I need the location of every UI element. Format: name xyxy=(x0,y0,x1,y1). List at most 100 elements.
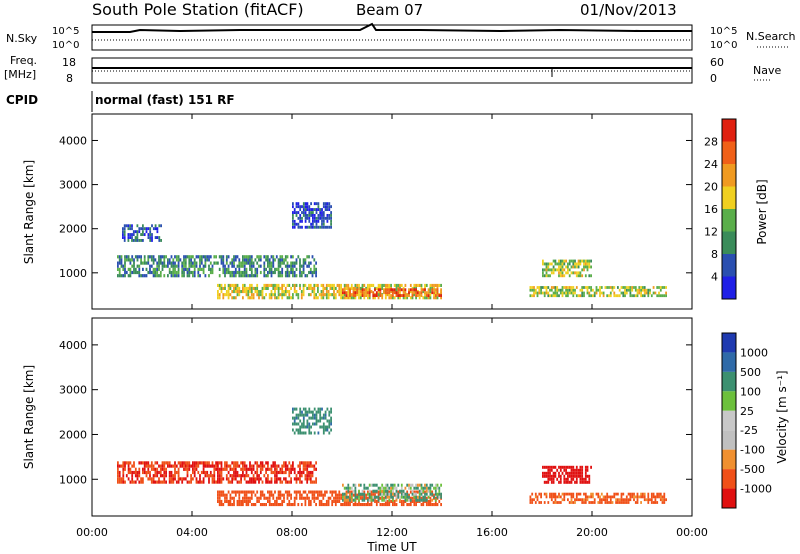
heatmap-cell-0 xyxy=(250,493,253,497)
heatmap-cell-1 xyxy=(368,495,371,499)
heatmap-cell-1 xyxy=(354,291,357,295)
heatmap-cell-2 xyxy=(288,467,291,471)
power-colorbar-swatch xyxy=(722,164,736,187)
heatmap-cell-0 xyxy=(354,286,357,290)
heatmap-cell-2 xyxy=(645,288,648,292)
heatmap-cell-4 xyxy=(533,498,535,502)
heatmap-cell-0 xyxy=(247,503,250,507)
heatmap-cell-3 xyxy=(142,267,144,271)
heatmap-cell-3 xyxy=(167,264,169,268)
heatmap-cell-0 xyxy=(333,286,335,290)
heatmap-cell-0 xyxy=(361,503,364,507)
heatmap-cell-3 xyxy=(168,270,171,275)
heatmap-cell-0 xyxy=(252,286,255,290)
heatmap-cell-4 xyxy=(617,498,619,502)
heatmap-cell-2 xyxy=(158,480,160,484)
heatmap-cell-0 xyxy=(424,490,426,494)
heatmap-cell-6 xyxy=(322,214,325,217)
x-tick-label: 00:00 xyxy=(676,526,708,539)
heatmap-cell-2 xyxy=(167,461,169,465)
heatmap-cell-5 xyxy=(299,425,302,429)
heatmap-cell-2 xyxy=(136,477,139,481)
heatmap-cell-4 xyxy=(620,498,623,502)
heatmap-cell-0 xyxy=(345,286,348,290)
heatmap-cell-1 xyxy=(372,291,375,295)
heatmap-cell-0 xyxy=(242,296,244,300)
heatmap-cell-5 xyxy=(295,413,298,417)
heatmap-cell-3 xyxy=(293,261,296,265)
heatmap-cell-0 xyxy=(320,296,323,300)
heatmap-cell-4 xyxy=(629,498,632,502)
heatmap-cell-3 xyxy=(218,274,221,278)
heatmap-cell-2 xyxy=(622,286,625,289)
heatmap-cell-4 xyxy=(531,501,534,504)
heatmap-cell-4 xyxy=(142,239,144,242)
heatmap-cell-0 xyxy=(315,496,317,500)
heatmap-cell-0 xyxy=(286,493,289,497)
heatmap-cell-3 xyxy=(579,468,582,472)
heatmap-cell-0 xyxy=(313,499,316,503)
heatmap-cell-2 xyxy=(206,470,209,475)
heatmap-cell-0 xyxy=(258,293,260,297)
heatmap-cell-5 xyxy=(322,413,325,417)
heatmap-cell-2 xyxy=(122,480,125,484)
freq-unit: [MHz] xyxy=(4,68,36,81)
heatmap-cell-1 xyxy=(434,492,437,496)
heatmap-cell-3 xyxy=(167,258,169,262)
heatmap-cell-3 xyxy=(242,270,244,275)
heatmap-cell-4 xyxy=(132,230,135,234)
heatmap-cell-6 xyxy=(301,216,303,220)
heatmap-cell-4 xyxy=(567,492,569,496)
heatmap-cell-1 xyxy=(429,492,432,496)
heatmap-cell-2 xyxy=(270,480,273,484)
heatmap-cell-2 xyxy=(259,470,262,475)
heatmap-cell-1 xyxy=(424,288,426,292)
heatmap-cell-2 xyxy=(170,480,173,484)
heatmap-cell-1 xyxy=(399,498,401,502)
heatmap-cell-1 xyxy=(377,288,380,292)
heatmap-cell-2 xyxy=(138,461,141,465)
heatmap-cell-0 xyxy=(217,283,219,287)
heatmap-cell-0 xyxy=(256,490,259,494)
heatmap-cell-3 xyxy=(249,267,251,271)
heatmap-cell-2 xyxy=(256,461,259,465)
heatmap-cell-5 xyxy=(315,416,318,420)
heatmap-cell-2 xyxy=(163,464,166,468)
heatmap-cell-0 xyxy=(258,296,260,300)
heatmap-cell-2 xyxy=(617,294,619,298)
heatmap-cell-0 xyxy=(433,293,435,297)
heatmap-cell-0 xyxy=(275,296,278,300)
heatmap-cell-2 xyxy=(652,286,655,289)
heatmap-cell-5 xyxy=(304,431,307,435)
heatmap-cell-2 xyxy=(122,464,125,468)
heatmap-cell-2 xyxy=(236,474,239,478)
heatmap-cell-4 xyxy=(136,239,139,242)
heatmap-cell-1 xyxy=(350,498,353,502)
heatmap-cell-0 xyxy=(336,496,339,500)
heatmap-cell-3 xyxy=(590,465,592,469)
heatmap-cell-1 xyxy=(418,498,421,502)
heatmap-cell-3 xyxy=(188,255,191,259)
heatmap-cell-2 xyxy=(308,464,310,468)
heatmap-cell-0 xyxy=(268,490,271,494)
page-title: South Pole Station (fitACF) xyxy=(92,0,304,19)
heatmap-cell-2 xyxy=(308,461,310,465)
heatmap-cell-3 xyxy=(252,264,255,268)
heatmap-cell-3 xyxy=(204,264,207,268)
heatmap-cell-0 xyxy=(268,293,271,297)
heatmap-cell-0 xyxy=(397,296,400,300)
heatmap-cell-0 xyxy=(418,283,421,287)
heatmap-cell-5 xyxy=(586,262,589,266)
heatmap-cell-2 xyxy=(152,467,155,471)
heatmap-cell-4 xyxy=(593,498,596,502)
heatmap-cell-0 xyxy=(277,493,280,497)
heatmap-cell-5 xyxy=(572,262,575,266)
heatmap-cell-5 xyxy=(570,259,573,263)
heatmap-cell-3 xyxy=(245,255,248,259)
heatmap-cell-0 xyxy=(217,490,219,494)
heatmap-cell-0 xyxy=(313,286,316,290)
heatmap-cell-5 xyxy=(322,431,325,435)
heatmap-cell-4 xyxy=(545,495,548,499)
heatmap-cell-0 xyxy=(325,293,328,297)
heatmap-cell-1 xyxy=(424,486,426,490)
